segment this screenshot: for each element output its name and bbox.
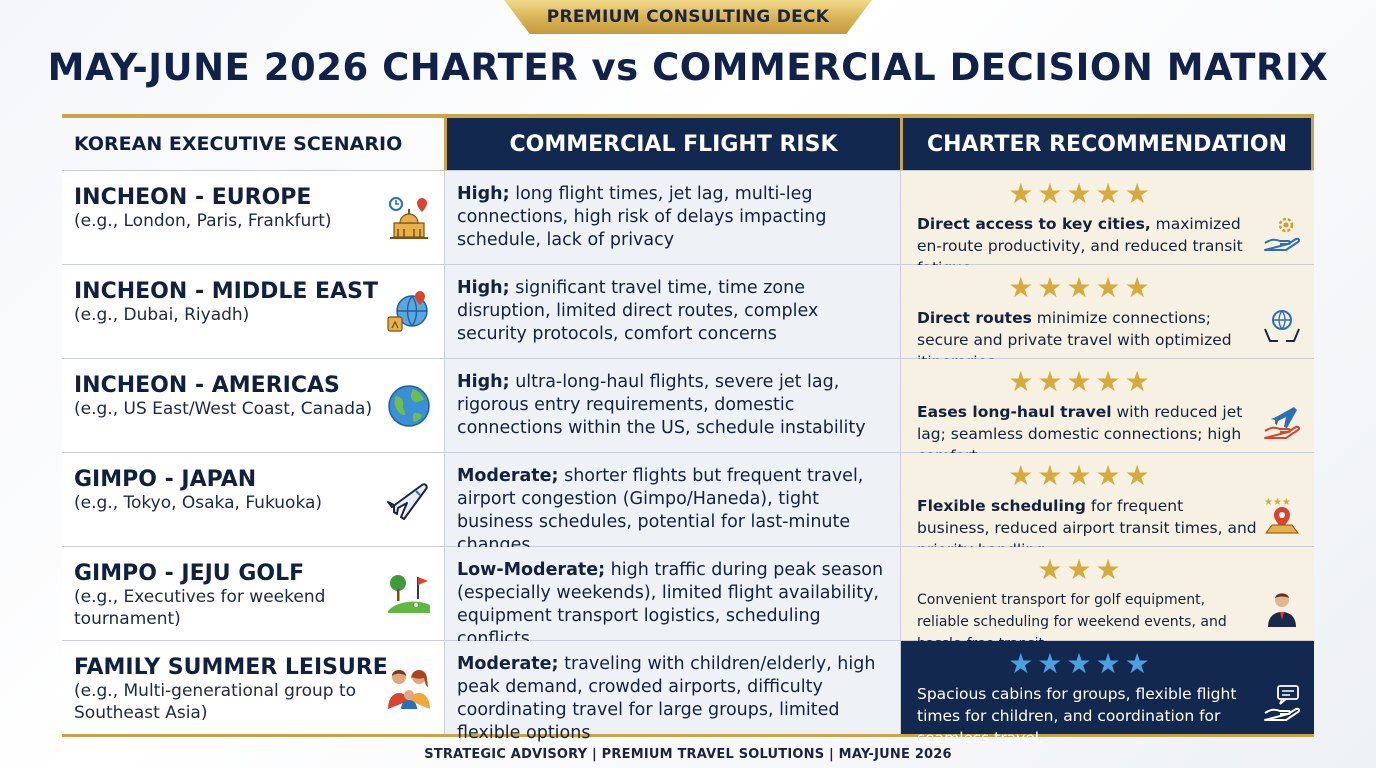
hand-gear-icon (1264, 217, 1301, 251)
risk-level: Moderate; (457, 654, 559, 674)
scenario-cell: GIMPO - JEJU GOLF (e.g., Executives for … (62, 547, 444, 640)
risk-cell: High; ultra-long-haul flights, severe je… (444, 359, 900, 452)
scenario-cell: GIMPO - JAPAN (e.g., Tokyo, Osaka, Fukuo… (62, 453, 444, 546)
matrix-row: GIMPO - JEJU GOLF (e.g., Executives for … (62, 546, 1314, 652)
matrix-row: FAMILY SUMMER LEISURE (e.g., Multi-gener… (62, 640, 1314, 747)
risk-level: Low-Moderate; (457, 560, 606, 580)
header-recommendation: CHARTER RECOMMENDATION (900, 118, 1314, 170)
risk-detail: high traffic during peak season (especia… (457, 560, 884, 649)
recommendation-cell: ★★★★★ Eases long-haul travel with reduce… (900, 359, 1314, 465)
airplane-icon (387, 483, 428, 520)
recommendation-text: Flexible scheduling for frequent busines… (917, 495, 1259, 561)
header-risk: COMMERCIAL FLIGHT RISK (444, 118, 900, 170)
family-icon (388, 670, 430, 709)
route-examples: (e.g., Executives for weekend tournament… (74, 587, 326, 629)
title-divider (62, 114, 1314, 118)
golf-course-icon (388, 575, 430, 613)
recommendation-lead: Flexible scheduling (917, 497, 1086, 515)
route-name: GIMPO - JAPAN (74, 467, 257, 492)
header-scenario: KOREAN EXECUTIVE SCENARIO (74, 133, 403, 155)
matrix-header: KOREAN EXECUTIVE SCENARIO COMMERCIAL FLI… (62, 118, 1314, 170)
route-examples: (e.g., Dubai, Riyadh) (74, 305, 250, 325)
route-name: INCHEON - EUROPE (74, 185, 312, 210)
hand-chat-icon (1264, 685, 1301, 721)
risk-level: Moderate; (457, 466, 559, 486)
landmarks-icon (389, 197, 428, 239)
recommendation-text: Spacious cabins for groups, flexible fli… (917, 683, 1259, 749)
star-rating: ★★★★★ (1008, 459, 1154, 492)
risk-cell: High; significant travel time, time zone… (444, 265, 900, 358)
map-pin-stars-icon: ★★★ (1264, 497, 1299, 534)
risk-cell: Moderate; shorter flights but frequent t… (444, 453, 900, 555)
risk-detail: shorter flights but frequent travel, air… (457, 466, 864, 555)
recommendation-rest: Convenient transport for golf equipment,… (917, 592, 1227, 652)
matrix-row: INCHEON - EUROPE (e.g., London, Paris, F… (62, 170, 1314, 277)
recommendation-cell: ★★★★★ Flexible scheduling for frequent b… (900, 453, 1314, 559)
recommendation-rest: Spacious cabins for groups, flexible fli… (917, 685, 1237, 747)
decision-matrix: KOREAN EXECUTIVE SCENARIO COMMERCIAL FLI… (62, 118, 1314, 747)
hand-plane-icon (1264, 407, 1301, 439)
recommendation-text: Direct access to key cities, maximized e… (917, 213, 1259, 279)
route-name: INCHEON - AMERICAS (74, 373, 340, 398)
hands-globe-icon (1264, 310, 1300, 342)
recommendation-cell: ★★★★★ Spacious cabins for groups, flexib… (900, 641, 1314, 747)
risk-detail: significant travel time, time zone disru… (457, 278, 819, 344)
scenario-cell: INCHEON - AMERICAS (e.g., US East/West C… (62, 359, 444, 452)
route-name: INCHEON - MIDDLE EAST (74, 279, 378, 304)
star-rating: ★★★★★ (1008, 271, 1154, 304)
executive-icon (1268, 593, 1296, 627)
recommendation-lead: Direct routes (917, 309, 1032, 327)
route-examples: (e.g., Multi-generational group to South… (74, 681, 357, 723)
risk-detail: ultra-long-haul flights, severe jet lag,… (457, 372, 866, 438)
recommendation-lead: Eases long-haul travel (917, 403, 1112, 421)
route-examples: (e.g., London, Paris, Frankfurt) (74, 211, 332, 231)
page-footer: STRATEGIC ADVISORY | PREMIUM TRAVEL SOLU… (424, 747, 952, 762)
matrix-row: INCHEON - MIDDLE EAST (e.g., Dubai, Riya… (62, 264, 1314, 371)
risk-level: High; (457, 184, 510, 204)
scenario-cell: INCHEON - MIDDLE EAST (e.g., Dubai, Riya… (62, 265, 444, 358)
route-name: FAMILY SUMMER LEISURE (74, 655, 388, 680)
risk-cell: High; long flight times, jet lag, multi-… (444, 171, 900, 264)
recommendation-rest: maximized en-route productivity, and red… (917, 215, 1243, 277)
star-rating: ★★★★★ (1008, 647, 1154, 680)
svg-text:★★★: ★★★ (1264, 497, 1291, 508)
risk-level: High; (457, 372, 510, 392)
star-rating: ★★★ (1037, 553, 1125, 586)
recommendation-cell: ★★★★★ Direct routes minimize connections… (900, 265, 1314, 371)
matrix-row: GIMPO - JAPAN (e.g., Tokyo, Osaka, Fukuo… (62, 452, 1314, 559)
risk-detail: traveling with children/elderly, high pe… (457, 654, 876, 743)
risk-detail: long flight times, jet lag, multi-leg co… (457, 184, 827, 250)
globe-icon (388, 385, 430, 427)
risk-level: High; (457, 278, 510, 298)
deck-badge: PREMIUM CONSULTING DECK (504, 0, 872, 34)
recommendation-text: Convenient transport for golf equipment,… (917, 589, 1259, 655)
risk-cell: Low-Moderate; high traffic during peak s… (444, 547, 900, 649)
matrix-row: INCHEON - AMERICAS (e.g., US East/West C… (62, 358, 1314, 465)
route-examples: (e.g., Tokyo, Osaka, Fukuoka) (74, 493, 323, 513)
recommendation-lead: Direct access to key cities, (917, 215, 1151, 233)
scenario-cell: FAMILY SUMMER LEISURE (e.g., Multi-gener… (62, 641, 444, 734)
globe-pin-icon (387, 291, 428, 332)
scenario-cell: INCHEON - EUROPE (e.g., London, Paris, F… (62, 171, 444, 264)
star-rating: ★★★★★ (1008, 365, 1154, 398)
recommendation-cell: ★★★ Convenient transport for golf equipm… (900, 547, 1314, 652)
page-title: MAY-JUNE 2026 CHARTER vs COMMERCIAL DECI… (47, 46, 1329, 89)
route-name: GIMPO - JEJU GOLF (74, 561, 305, 586)
star-rating: ★★★★★ (1008, 177, 1154, 210)
risk-cell: Moderate; traveling with children/elderl… (444, 641, 900, 743)
route-examples: (e.g., US East/West Coast, Canada) (74, 399, 373, 419)
recommendation-cell: ★★★★★ Direct access to key cities, maxim… (900, 171, 1314, 277)
